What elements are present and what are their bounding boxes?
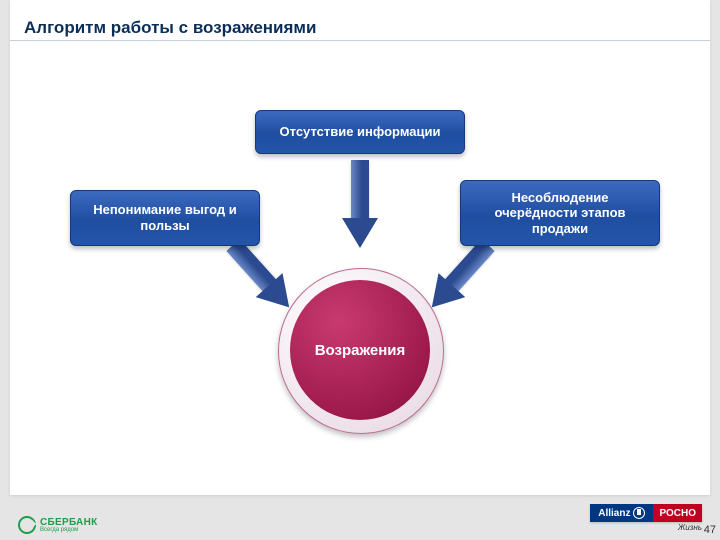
diagram-canvas: Возражения Отсутствие информации Непоним… — [10, 50, 710, 490]
page-title: Алгоритм работы с возражениями — [10, 14, 330, 42]
rosno-brand: РОСНО — [659, 508, 696, 519]
allianz-badge: Allianz — [590, 504, 653, 522]
footer-bar: СБЕРБАНК Всегда рядом Allianz РОСНО Жизн… — [0, 495, 720, 540]
sberbank-icon — [18, 516, 36, 534]
logo-sberbank: СБЕРБАНК Всегда рядом — [18, 516, 98, 534]
node-left-label: Непонимание выгод и пользы — [81, 202, 249, 233]
slide-body: Алгоритм работы с возражениями Возражени… — [10, 0, 710, 495]
center-circle: Возражения — [290, 280, 430, 420]
rosno-subtext: Жизнь — [590, 523, 702, 532]
page-number: 47 — [704, 524, 716, 536]
center-circle-label: Возражения — [315, 342, 406, 359]
node-left: Непонимание выгод и пользы — [70, 190, 260, 246]
node-top-label: Отсутствие информации — [280, 124, 441, 140]
arrow-top-to-center — [342, 160, 378, 260]
node-right-label: Несоблюдение очерёдности этапов продажи — [471, 190, 649, 237]
allianz-brand: Allianz — [598, 508, 630, 519]
node-top: Отсутствие информации — [255, 110, 465, 154]
node-right: Несоблюдение очерёдности этапов продажи — [460, 180, 660, 246]
title-divider — [10, 40, 710, 41]
allianz-icon — [633, 507, 645, 519]
rosno-badge: РОСНО — [653, 504, 702, 522]
logo-allianz-rosno: Allianz РОСНО Жизнь — [590, 504, 702, 532]
